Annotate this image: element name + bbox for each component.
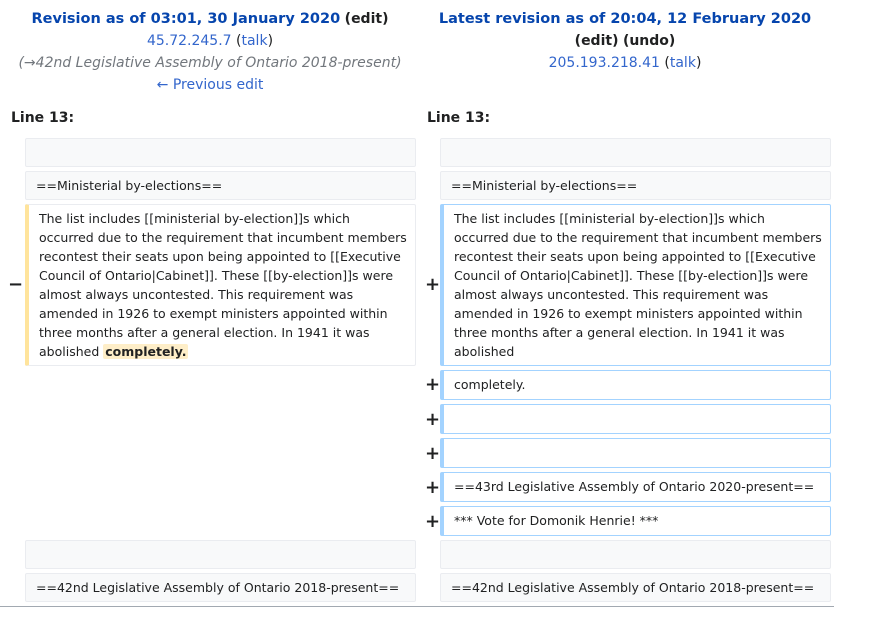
right-context-empty-2 (440, 540, 831, 569)
right-revision-header: Latest revision as of 20:04, 12 February… (438, 11, 812, 71)
plus-marker-6: + (425, 511, 441, 532)
left-talk-link[interactable]: talk (241, 33, 268, 49)
right-context-empty (440, 138, 831, 167)
left-user-link[interactable]: 45.72.245.7 (146, 33, 232, 49)
removed-word: completely. (103, 344, 189, 359)
added-line-empty-2 (440, 438, 831, 468)
minus-marker: − (8, 274, 24, 295)
added-line-43rd-heading: ==43rd Legislative Assembly of Ontario 2… (440, 472, 831, 502)
right-added-paragraph: The list includes [[ministerial by-elect… (440, 204, 831, 366)
right-revision-title[interactable]: Latest revision as of 20:04, 12 February… (438, 11, 812, 27)
bottom-divider (0, 606, 834, 607)
undo-link[interactable]: undo (629, 33, 669, 49)
left-context-empty-2 (25, 540, 416, 569)
added-line-completely: completely. (440, 370, 831, 400)
plus-marker-2: + (425, 374, 441, 395)
right-talk-link[interactable]: talk (669, 55, 696, 71)
left-context-empty (25, 138, 416, 167)
left-revision-header: Revision as of 03:01, 30 January 2020 (e… (0, 8, 420, 96)
left-edit-link[interactable]: edit (351, 11, 383, 27)
previous-edit-link[interactable]: ← Previous edit (156, 77, 264, 93)
left-deleted-paragraph: The list includes [[ministerial by-elect… (25, 204, 416, 366)
right-line-number: Line 13: (427, 110, 491, 126)
left-context-heading: ==Ministerial by-elections== (25, 171, 416, 200)
plus-marker-4: + (425, 443, 441, 464)
plus-marker-1: + (425, 274, 441, 295)
added-line-vote: *** Vote for Domonik Henrie! *** (440, 506, 831, 536)
plus-marker-5: + (425, 477, 441, 498)
plus-marker-3: + (425, 409, 441, 430)
left-paragraph-text: The list includes [[ministerial by-elect… (39, 211, 407, 359)
added-line-empty-1 (440, 404, 831, 434)
right-user-link[interactable]: 205.193.218.41 (548, 55, 660, 71)
right-context-heading-2: ==42nd Legislative Assembly of Ontario 2… (440, 573, 831, 602)
right-edit-link[interactable]: edit (581, 33, 613, 49)
left-edit-summary: (→42nd Legislative Assembly of Ontario 2… (18, 55, 402, 71)
right-context-heading: ==Ministerial by-elections== (440, 171, 831, 200)
left-context-heading-2: ==42nd Legislative Assembly of Ontario 2… (25, 573, 416, 602)
left-revision-title[interactable]: Revision as of 03:01, 30 January 2020 (31, 11, 341, 27)
left-line-number: Line 13: (11, 110, 75, 126)
